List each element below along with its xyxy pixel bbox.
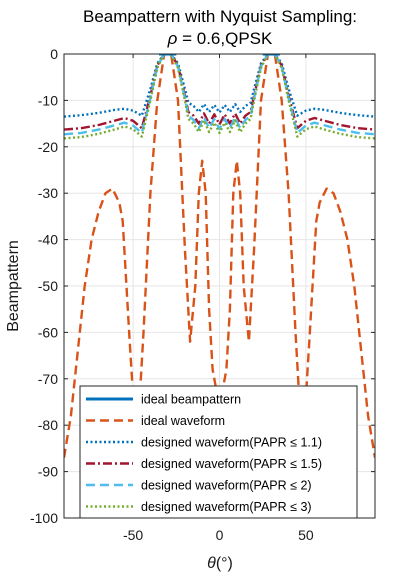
y-axis-label: Beampattern [5, 240, 22, 332]
x-axis-label: θ(°) [207, 555, 233, 572]
axis-ticks: 0 -10 -20 -30 -40 -50 -60 -70 -80 -90 -100 -50 0 50 [30, 46, 375, 543]
title-rho-symbol: ρ [167, 29, 178, 48]
x-label-theta: θ [207, 555, 216, 572]
grid-lines [64, 53, 375, 519]
y-tick-label: -20 [38, 139, 58, 155]
series-line-3 [64, 54, 375, 131]
y-tick-label: -90 [38, 464, 58, 480]
y-tick-label: 0 [50, 46, 58, 62]
y-tick-label: -40 [38, 232, 58, 248]
legend: ideal beampattern ideal waveform designed … [79, 385, 358, 519]
x-tick-label: 50 [298, 527, 314, 543]
legend-label-5: designed waveform(PAPR ≤ 3) [141, 500, 312, 514]
x-tick-label: -50 [123, 527, 143, 543]
legend-label-3: designed waveform(PAPR ≤ 1.5) [141, 457, 322, 471]
x-tick-label: 0 [216, 527, 224, 543]
legend-label-2: designed waveform(PAPR ≤ 1.1) [141, 436, 322, 450]
legend-label-4: designed waveform(PAPR ≤ 2) [141, 479, 312, 493]
x-label-unit: (°) [216, 555, 233, 572]
y-tick-label: -60 [38, 324, 58, 340]
series-line-4 [64, 54, 375, 136]
y-tick-label: -100 [30, 510, 58, 526]
title-rho-value: = 0.6,QPSK [177, 29, 273, 48]
legend-box [79, 385, 358, 519]
series-line-2 [64, 54, 375, 118]
legend-label-1: ideal waveform [141, 414, 225, 428]
chart-title-line1: Beampattern with Nyquist Sampling: [83, 7, 357, 26]
y-tick-label: -30 [38, 185, 58, 201]
legend-label-0: ideal beampattern [141, 393, 241, 407]
y-tick-label: -10 [38, 92, 58, 108]
y-tick-label: -70 [38, 371, 58, 387]
y-tick-label: -50 [38, 278, 58, 294]
y-tick-label: -80 [38, 417, 58, 433]
series-line-5 [64, 54, 375, 140]
chart-title-line2: ρ = 0.6,QPSK [167, 29, 273, 48]
